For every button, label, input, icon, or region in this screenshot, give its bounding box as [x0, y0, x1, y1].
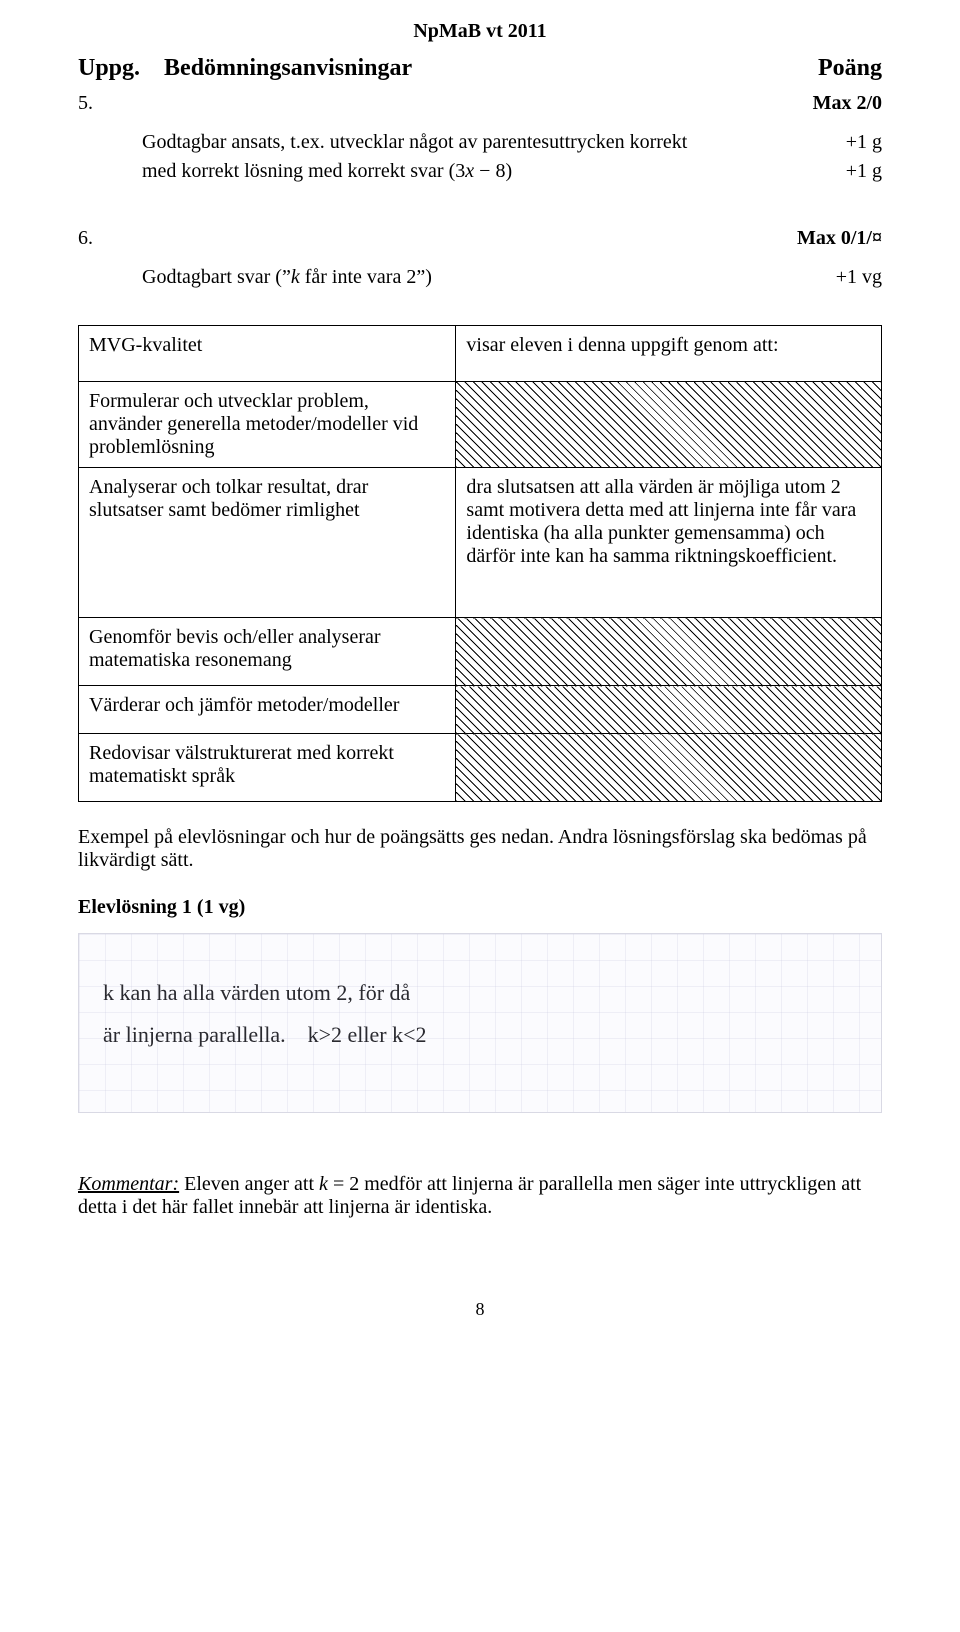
kommentar-body-1: Eleven anger att [179, 1173, 319, 1195]
q5-header: 5. Max 2/0 [78, 92, 882, 115]
kommentar-k: k [319, 1173, 328, 1195]
q5-line1-pts: +1 g [846, 131, 882, 154]
mvg-table: MVG-kvalitet visar eleven i denna uppgif… [78, 325, 882, 802]
q5-num: 5. [78, 92, 93, 115]
q6-suffix: får inte vara 2”) [300, 266, 432, 288]
q6-header: 6. Max 0/1/¤ [78, 227, 882, 250]
mvg-r3-left: Analyserar och tolkar resultat, drar slu… [79, 468, 456, 618]
q6-prefix: Godtagbart svar (” [142, 266, 291, 288]
col-bed: Bedömningsanvisningar [164, 55, 412, 82]
hand-line-2: är linjerna parallella. k>2 eller k<2 [103, 1014, 857, 1056]
q6-body: Godtagbart svar (”k får inte vara 2”) +1… [142, 266, 882, 289]
handwriting-box: k kan ha alla värden utom 2, för då är l… [78, 933, 882, 1113]
doc-header: NpMaB vt 2011 [78, 20, 882, 43]
mvg-r6-right [456, 734, 882, 802]
q5-line1: Godtagbar ansats, t.ex. utvecklar något … [142, 131, 687, 154]
q6-line1-pts: +1 vg [836, 266, 882, 289]
q5-coef: 3 [455, 160, 465, 182]
example-paragraph: Exempel på elevlösningar och hur de poän… [78, 826, 882, 872]
q5-line2: med korrekt lösning med korrekt svar (3x… [142, 160, 512, 183]
q5-paren-close: ) [505, 160, 512, 182]
col-uppg: Uppg. [78, 55, 140, 82]
q5-line2-pts: +1 g [846, 160, 882, 183]
kommentar-label: Kommentar: [78, 1173, 179, 1195]
q6-line1: Godtagbart svar (”k får inte vara 2”) [142, 266, 432, 289]
mvg-r3-right: dra slutsatsen att alla värden är möjlig… [456, 468, 882, 618]
mvg-r2-left: Formulerar och utvecklar problem, använd… [79, 382, 456, 468]
page-number: 8 [78, 1299, 882, 1320]
kommentar: Kommentar: Eleven anger att k = 2 medför… [78, 1173, 882, 1219]
column-headings: Uppg. Bedömningsanvisningar Poäng [78, 55, 882, 82]
q5-const: 8 [495, 160, 505, 182]
q6-k: k [291, 266, 300, 288]
mvg-r5-right [456, 686, 882, 734]
elev-title: Elevlösning 1 (1 vg) [78, 896, 882, 919]
mvg-r2-right [456, 382, 882, 468]
mvg-r6-left: Redovisar välstrukturerat med korrekt ma… [79, 734, 456, 802]
hand-line-1: k kan ha alla värden utom 2, för då [103, 972, 857, 1014]
q6-num: 6. [78, 227, 93, 250]
mvg-r1-right: visar eleven i denna uppgift genom att: [456, 326, 882, 382]
q5-op: − [474, 160, 495, 182]
q5-max: Max 2/0 [813, 92, 882, 115]
col-poang: Poäng [818, 55, 882, 82]
q5-var: x [465, 160, 474, 182]
q5-body: Godtagbar ansats, t.ex. utvecklar något … [142, 131, 882, 183]
mvg-r5-left: Värderar och jämför metoder/modeller [79, 686, 456, 734]
mvg-r4-left: Genomför bevis och/eller analyserar mate… [79, 618, 456, 686]
q6-max: Max 0/1/¤ [797, 227, 882, 250]
mvg-r4-right [456, 618, 882, 686]
q5-line2-prefix: med korrekt lösning med korrekt svar [142, 160, 449, 182]
mvg-r1-left: MVG-kvalitet [79, 326, 456, 382]
